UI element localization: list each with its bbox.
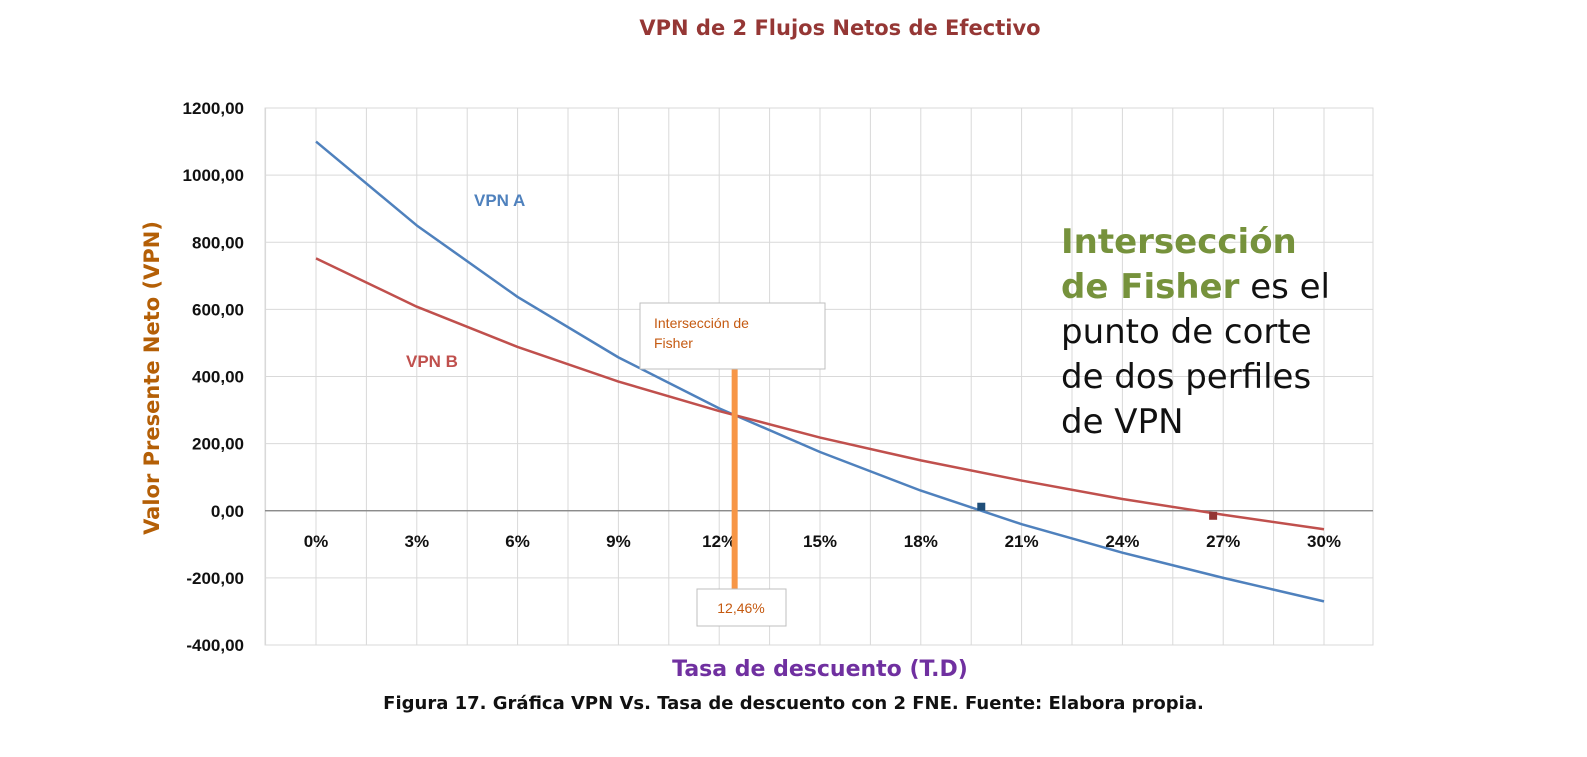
- npv-chart: VPN de 2 Flujos Netos de Efectivo 0% 3% 6%…: [140, 16, 1374, 682]
- zero-crossing-marker: [1209, 511, 1218, 520]
- series-line-vpn-b: [315, 257, 1325, 531]
- axes: [264, 107, 1374, 646]
- fisher-annotation: Intersección de Fisher 12,46%: [639, 302, 826, 627]
- y-tick-label: -200,00: [186, 569, 244, 588]
- figure-caption: Figura 17. Gráfica VPN Vs. Tasa de descu…: [383, 693, 1204, 714]
- fisher-label-text: Intersección de: [654, 315, 749, 331]
- note-highlight-1: Intersección: [1061, 222, 1297, 262]
- y-tick-label: -400,00: [186, 636, 244, 655]
- y-axis-label: Valor Presente Neto (VPN): [140, 221, 164, 535]
- x-tick-label: 12%: [702, 532, 736, 551]
- y-tick-label: 400,00: [192, 368, 244, 387]
- x-tick-label: 9%: [606, 532, 631, 551]
- series-label-vpn-b: VPN B: [406, 352, 458, 371]
- series-line-vpn-a: [315, 140, 1325, 603]
- x-tick-labels: 0% 3% 6% 9% 12% 15% 18% 21% 24% 27% 30%: [304, 532, 1341, 551]
- y-tick-label: 200,00: [192, 435, 244, 454]
- fisher-label-text: Fisher: [654, 335, 693, 351]
- y-tick-label: 600,00: [192, 300, 244, 319]
- x-tick-label: 3%: [405, 532, 430, 551]
- x-tick-label: 18%: [904, 532, 938, 551]
- x-tick-label: 15%: [803, 532, 837, 551]
- note-text-4: de VPN: [1061, 402, 1184, 442]
- note-text-2: punto de corte: [1061, 312, 1312, 352]
- zero-crossing-marker: [977, 502, 986, 511]
- series-lines: [315, 140, 1325, 603]
- fisher-value-label: 12,46%: [717, 600, 764, 616]
- y-tick-label: 1200,00: [183, 99, 244, 118]
- fisher-value-box: [696, 588, 787, 627]
- note-highlight-2: de Fisher: [1061, 267, 1240, 307]
- plot-frame: [264, 107, 1374, 646]
- x-tick-label: 21%: [1005, 532, 1039, 551]
- chart-title: VPN de 2 Flujos Netos de Efectivo: [639, 16, 1040, 40]
- note-text-1: es el: [1239, 267, 1331, 307]
- x-tick-label: 30%: [1307, 532, 1341, 551]
- x-axis-label: Tasa de descuento (T.D): [672, 657, 968, 682]
- note-text-3: de dos perfiles: [1061, 357, 1312, 397]
- x-tick-label: 6%: [505, 532, 530, 551]
- y-tick-label: 0,00: [211, 502, 244, 521]
- fisher-note: Intersección de Fisher es el punto de co…: [1061, 220, 1381, 445]
- y-tick-label: 1000,00: [183, 166, 244, 185]
- fisher-label-box: [639, 302, 826, 370]
- y-tick-label: 800,00: [192, 233, 244, 252]
- y-tick-labels: -400,00 -200,00 0,00 200,00 400,00 600,00 800,…: [183, 99, 244, 655]
- x-tick-label: 27%: [1206, 532, 1240, 551]
- x-tick-label: 24%: [1105, 532, 1139, 551]
- x-tick-label: 0%: [304, 532, 329, 551]
- series-label-vpn-a: VPN A: [474, 191, 525, 210]
